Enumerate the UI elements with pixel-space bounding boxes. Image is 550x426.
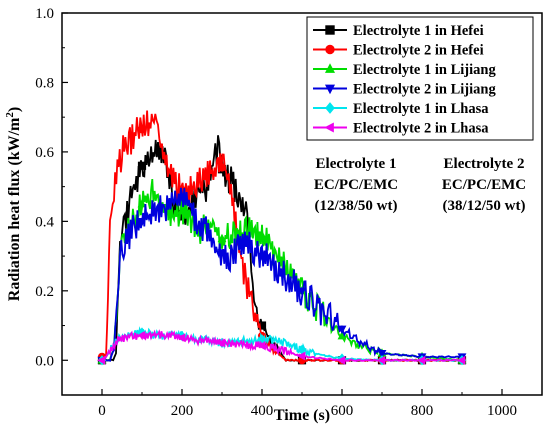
data-point	[376, 355, 386, 365]
data-point	[377, 349, 387, 359]
data-point	[136, 330, 146, 340]
series-layer	[96, 110, 467, 366]
legend-label: Electrolyte 2 in Lijiang	[353, 82, 496, 98]
series-3	[97, 187, 467, 366]
legend-item: Electrolyte 2 in Hefei	[313, 43, 484, 59]
legend-label: Electrolyte 2 in Hefei	[353, 43, 484, 59]
annotation-line: EC/PC/EMC	[442, 177, 526, 193]
legend: Electrolyte 1 in Hefei Electrolyte 2 in H…	[306, 16, 534, 141]
data-point	[296, 351, 306, 361]
data-point	[217, 233, 227, 243]
y-tick-label: 0.8	[35, 75, 54, 91]
x-axis-title: Time (s)	[274, 407, 330, 424]
annotations: Electrolyte 1EC/PC/EMC(12/38/50 wt)Elect…	[314, 156, 526, 214]
data-point	[325, 44, 335, 55]
data-point	[297, 287, 307, 296]
data-point	[216, 338, 226, 348]
x-tick-label: 200	[171, 403, 194, 419]
data-point	[325, 25, 335, 35]
x-tick-label: 400	[251, 403, 274, 419]
data-point	[137, 217, 147, 227]
y-tick-label: 1.0	[35, 6, 54, 22]
legend-label: Electrolyte 2 in Lhasa	[353, 121, 489, 137]
data-point	[177, 193, 187, 203]
data-point	[137, 125, 147, 134]
annotation-electrolyte-1: Electrolyte 1 EC/PC/EMC (12/38/50 wt)	[314, 156, 398, 214]
series-line	[101, 135, 463, 362]
annotation-electrolyte-2: Electrolyte 2 EC/PC/EMC (38/12/50 wt)	[442, 156, 526, 214]
data-point	[137, 198, 147, 208]
annotation-line: Electrolyte 2	[444, 156, 525, 172]
data-point	[137, 161, 147, 170]
data-point	[96, 355, 106, 365]
annotation-line: (38/12/50 wt)	[443, 198, 526, 214]
y-axis-title: Radiation heat flux (kW/m2)	[4, 107, 23, 301]
data-point	[324, 84, 336, 95]
y-tick-label: 0.2	[35, 284, 54, 300]
data-point	[324, 63, 336, 73]
legend-label: Electrolyte 1 in Lhasa	[353, 101, 489, 117]
data-point	[456, 355, 466, 365]
y-tick-label: 0.0	[35, 353, 54, 369]
legend-item: Electrolyte 2 in Lhasa	[313, 121, 489, 137]
legend-item: Electrolyte 1 in Lijiang	[313, 62, 496, 78]
x-tick-label: 1000	[487, 403, 517, 419]
y-tick-label: 0.6	[35, 145, 54, 161]
series-0	[97, 135, 467, 365]
x-tick-label: 0	[98, 403, 106, 419]
data-point	[324, 122, 334, 133]
legend-box	[306, 16, 534, 141]
y-tick-label: 0.4	[35, 214, 54, 230]
y-axis-title-main: Radiation heat flux (kW/m	[6, 117, 23, 301]
series-line	[101, 187, 463, 363]
series-5	[96, 329, 466, 365]
data-point	[217, 163, 227, 172]
annotation-line: EC/PC/EMC	[314, 177, 398, 193]
y-axis-title-superscript: 2	[4, 112, 16, 118]
data-point	[257, 230, 267, 239]
x-axis: 0 200 400 600 800 1000	[61, 389, 517, 419]
series-line	[101, 329, 463, 362]
legend-item: Electrolyte 1 in Hefei	[313, 23, 484, 39]
legend-item: Electrolyte 1 in Lhasa	[313, 101, 489, 117]
y-axis-title-close: )	[6, 107, 23, 112]
x-tick-label: 800	[411, 403, 434, 419]
annotation-line: (12/38/50 wt)	[315, 198, 398, 214]
data-point	[325, 102, 335, 114]
data-point	[256, 341, 266, 351]
data-point	[336, 355, 346, 365]
legend-label: Electrolyte 1 in Lijiang	[353, 62, 496, 78]
data-point	[416, 355, 426, 365]
legend-label: Electrolyte 1 in Hefei	[353, 23, 484, 39]
data-point	[217, 249, 227, 258]
data-point	[176, 333, 186, 343]
annotation-line: Electrolyte 1	[316, 156, 397, 172]
series-1	[97, 110, 467, 365]
data-point	[177, 205, 187, 215]
data-point	[257, 252, 267, 262]
legend-item: Electrolyte 2 in Lijiang	[313, 82, 496, 98]
data-point	[337, 325, 347, 335]
y-axis: 0.0 0.2 0.4 0.6 0.8 1.0	[35, 6, 68, 369]
x-tick-label: 600	[331, 403, 354, 419]
